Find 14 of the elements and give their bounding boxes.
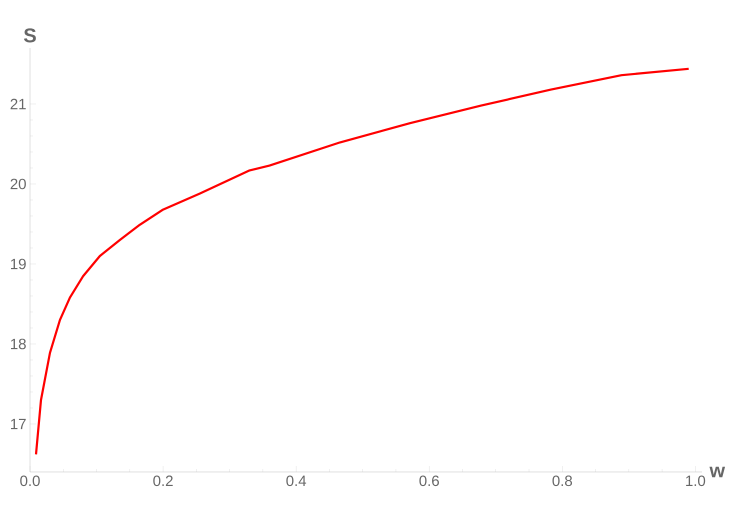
line-series — [34, 68, 690, 456]
y-axis-title: S — [24, 28, 36, 42]
y-tick-label: 18 — [11, 338, 26, 350]
y-tick-label: 17 — [11, 418, 26, 430]
y-tick-label: 20 — [10, 178, 26, 190]
y-tick-label: 19 — [11, 258, 26, 270]
x-tick-label: 0.0 — [20, 476, 40, 486]
y-tick-label: 21 — [10, 98, 26, 110]
x-axis-title: w — [709, 466, 726, 478]
x-tick-label: 0.4 — [286, 476, 306, 486]
x-tick-label: 1.0 — [686, 476, 706, 486]
x-tick-label: 0.8 — [552, 476, 572, 486]
x-tick-label: 0.2 — [153, 476, 173, 486]
x-tick-label: 0.6 — [419, 476, 439, 486]
